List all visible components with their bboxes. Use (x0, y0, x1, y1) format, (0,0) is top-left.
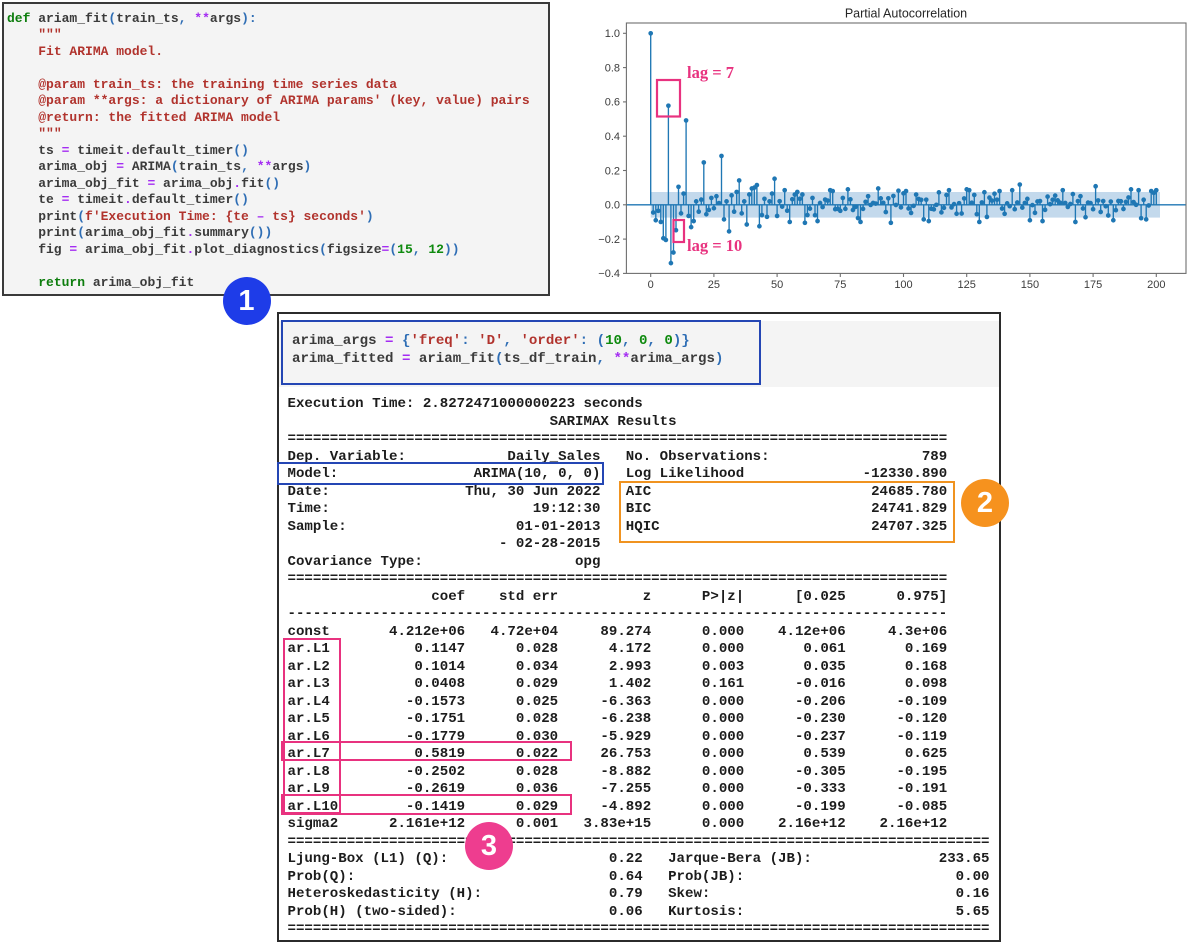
svg-text:lag = 7: lag = 7 (687, 63, 734, 82)
svg-text:0.6: 0.6 (605, 97, 620, 109)
svg-text:−0.2: −0.2 (598, 234, 620, 246)
svg-text:1.0: 1.0 (605, 28, 620, 40)
svg-text:175: 175 (1084, 279, 1102, 291)
svg-text:75: 75 (834, 279, 846, 291)
svg-text:Partial Autocorrelation: Partial Autocorrelation (845, 7, 967, 21)
svg-text:125: 125 (958, 279, 976, 291)
svg-text:0: 0 (648, 279, 654, 291)
svg-text:0.2: 0.2 (605, 165, 620, 177)
svg-text:200: 200 (1147, 279, 1165, 291)
svg-text:25: 25 (708, 279, 720, 291)
svg-text:lag = 10: lag = 10 (687, 236, 742, 255)
svg-text:−0.4: −0.4 (598, 268, 620, 280)
svg-text:100: 100 (894, 279, 912, 291)
svg-text:0.8: 0.8 (605, 62, 620, 74)
svg-text:0.4: 0.4 (605, 131, 620, 143)
svg-text:50: 50 (771, 279, 783, 291)
svg-text:0.0: 0.0 (605, 200, 620, 212)
svg-text:150: 150 (1021, 279, 1039, 291)
